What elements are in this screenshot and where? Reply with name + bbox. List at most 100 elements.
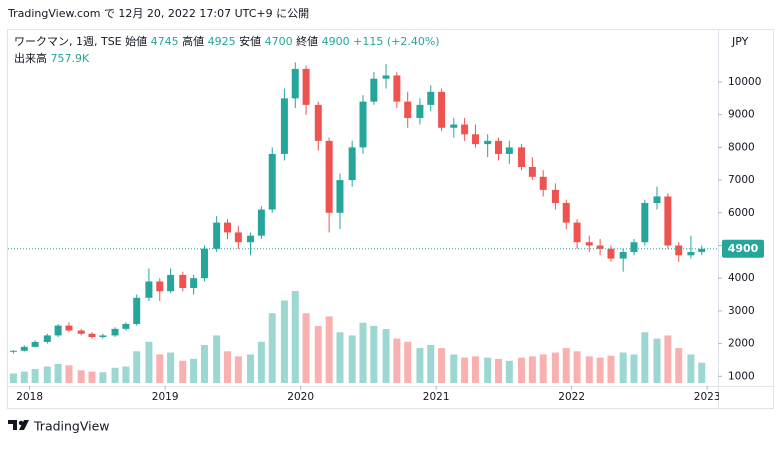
candle-body bbox=[167, 274, 175, 292]
chart-frame bbox=[7, 29, 774, 409]
volume-bar bbox=[461, 357, 469, 383]
candle-body bbox=[585, 242, 593, 246]
volume-bar bbox=[484, 357, 492, 383]
candle-body bbox=[133, 297, 141, 324]
volume-bar bbox=[619, 352, 627, 383]
volume-bar bbox=[687, 354, 695, 383]
volume-bar bbox=[122, 366, 130, 383]
candle-body bbox=[619, 252, 627, 259]
volume-bar bbox=[630, 354, 638, 383]
brand-logo bbox=[8, 420, 29, 430]
candle-body bbox=[393, 75, 401, 102]
candle-body bbox=[518, 147, 526, 168]
volume-bar bbox=[31, 369, 39, 383]
y-tick-label: 8000 bbox=[728, 141, 755, 153]
volume-bar bbox=[314, 325, 322, 383]
volume-bar bbox=[404, 341, 412, 383]
volume-bar bbox=[393, 338, 401, 383]
candle-body bbox=[54, 325, 62, 336]
volume-bar bbox=[65, 365, 73, 383]
candle-body bbox=[268, 153, 276, 210]
candle-body bbox=[653, 196, 661, 203]
volume-bar bbox=[280, 300, 288, 383]
candle-body bbox=[664, 196, 672, 246]
candle-body bbox=[200, 248, 208, 279]
candle-body bbox=[505, 147, 513, 154]
last-price-box bbox=[722, 239, 764, 258]
change-value: +115 (+2.40%) bbox=[353, 35, 439, 48]
candle-body bbox=[698, 248, 706, 253]
volume-bar bbox=[551, 352, 559, 383]
candle-body bbox=[348, 147, 356, 181]
volume-bar bbox=[325, 316, 333, 383]
volume-bar bbox=[359, 322, 367, 383]
volume-bar bbox=[562, 348, 570, 383]
volume-bar bbox=[698, 362, 706, 383]
candle-body bbox=[77, 330, 85, 334]
volume-bar bbox=[224, 351, 232, 383]
volume-bar bbox=[471, 356, 479, 383]
volume-bar bbox=[573, 351, 581, 383]
x-tick-label: 2022 bbox=[558, 391, 585, 403]
volume-bar bbox=[641, 332, 649, 383]
close-value: 4900 bbox=[322, 35, 350, 48]
open-label: 始値 bbox=[125, 34, 147, 48]
candle-body bbox=[471, 134, 479, 145]
y-tick-label: 10000 bbox=[728, 76, 761, 88]
candle-body bbox=[461, 124, 469, 135]
volume-bar bbox=[518, 357, 526, 383]
volume-bar bbox=[664, 335, 672, 383]
volume-bar bbox=[528, 356, 536, 383]
candle-body bbox=[111, 328, 119, 336]
volume-bar bbox=[20, 371, 28, 383]
x-tick-label: 2021 bbox=[423, 391, 450, 403]
candle-body bbox=[450, 124, 458, 128]
symbol: ワークマン, 1週, TSE bbox=[14, 35, 122, 48]
volume-bar bbox=[370, 325, 378, 383]
volume-bar bbox=[111, 367, 119, 383]
candle-body bbox=[43, 335, 51, 342]
volume-bar bbox=[585, 356, 593, 383]
candle-body bbox=[31, 341, 39, 347]
volume-bar bbox=[675, 348, 683, 383]
candle-body bbox=[179, 274, 187, 289]
candle-body bbox=[257, 209, 265, 236]
y-tick-label: 6000 bbox=[728, 207, 755, 219]
volume-bar bbox=[213, 335, 221, 383]
candle-body bbox=[427, 91, 435, 105]
legend: ワークマン, 1週, TSE 始値 4745 高値 4925 安値 4700 終… bbox=[14, 34, 440, 65]
candle-body bbox=[539, 176, 547, 190]
y-tick-label: 9000 bbox=[728, 109, 755, 121]
volume-bar bbox=[348, 335, 356, 383]
volume-bar bbox=[9, 373, 17, 383]
volume-bar bbox=[653, 338, 661, 383]
candle-body bbox=[122, 323, 130, 329]
candle-body bbox=[573, 222, 581, 243]
volume-bar bbox=[539, 354, 547, 383]
volume-bar bbox=[257, 341, 265, 383]
candle-body bbox=[145, 281, 153, 298]
candle-body bbox=[325, 140, 333, 213]
volume-value: 757.9K bbox=[51, 52, 90, 65]
candle-body bbox=[494, 140, 502, 154]
volume-bar bbox=[505, 360, 513, 383]
volume-bar bbox=[291, 291, 299, 383]
volume-bar bbox=[54, 363, 62, 383]
volume-label: 出来高 bbox=[14, 51, 47, 65]
candle-body bbox=[438, 91, 446, 128]
volume-bar bbox=[416, 348, 424, 383]
legend-row: 出来高 757.9K bbox=[14, 51, 90, 65]
candle-body bbox=[99, 335, 107, 338]
candle-body bbox=[88, 333, 96, 338]
volume-bar bbox=[200, 344, 208, 383]
y-tick-label: 2000 bbox=[728, 338, 755, 350]
last-price-label: 4900 bbox=[728, 242, 759, 255]
volume-bar bbox=[156, 354, 164, 383]
candle-body bbox=[370, 78, 378, 102]
candle-body bbox=[528, 167, 536, 177]
candle-body bbox=[280, 98, 288, 154]
low-label: 安値 bbox=[239, 34, 261, 48]
volume-bar bbox=[190, 358, 198, 383]
volume-bar bbox=[450, 354, 458, 383]
